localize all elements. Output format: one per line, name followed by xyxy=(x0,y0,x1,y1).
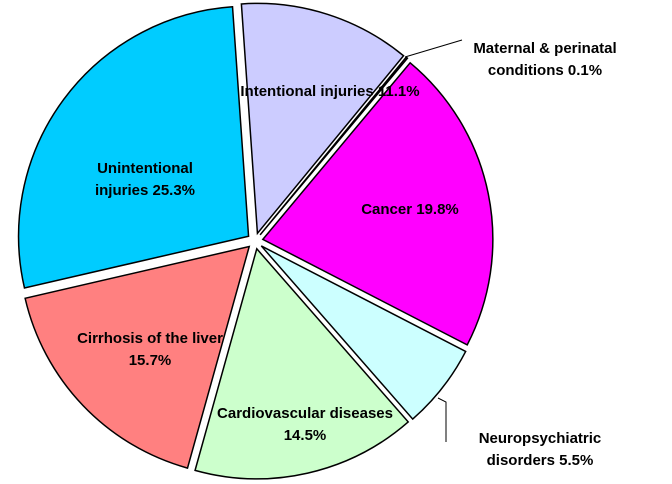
category-label: Cirrhosis of the liver xyxy=(77,330,223,347)
pie-slice xyxy=(240,2,405,236)
pie-slice xyxy=(260,245,467,421)
pie-slice xyxy=(259,56,409,236)
value-label: 14.5% xyxy=(283,427,327,444)
value-label: 25.3% xyxy=(152,182,196,199)
leader-line xyxy=(404,39,463,58)
value-label: 15.7% xyxy=(128,352,172,369)
pie-slice xyxy=(17,6,250,289)
slice-label: Intentional injuries 11.1% xyxy=(235,81,425,103)
slice-label: Unintentional injuries 25.3% xyxy=(70,158,220,202)
value-label: 11.1% xyxy=(377,83,420,100)
category-label: Cardiovascular diseases xyxy=(217,405,393,422)
slice-label: Cancer 19.8% xyxy=(360,199,460,221)
pie-slice xyxy=(194,247,410,480)
value-label: 0.1% xyxy=(567,62,603,79)
category-label: Maternal & perinatal conditions xyxy=(473,40,617,79)
value-label: 19.8% xyxy=(416,201,459,218)
slice-label: Neuropsychiatric disorders 5.5% xyxy=(470,428,610,472)
slice-label: Cirrhosis of the liver 15.7% xyxy=(70,328,230,372)
value-label: 5.5% xyxy=(559,452,594,469)
category-label: Unintentional injuries xyxy=(94,160,193,199)
pie-slice xyxy=(261,61,494,346)
category-label: Neuropsychiatric disorders xyxy=(478,430,602,469)
slice-label: Maternal & perinatal conditions 0.1% xyxy=(455,38,635,82)
category-label: Intentional injuries xyxy=(240,83,374,100)
pie-slice xyxy=(24,245,251,470)
category-label: Cancer xyxy=(361,201,413,218)
slice-label: Cardiovascular diseases 14.5% xyxy=(215,403,395,447)
leader-line xyxy=(437,397,447,442)
